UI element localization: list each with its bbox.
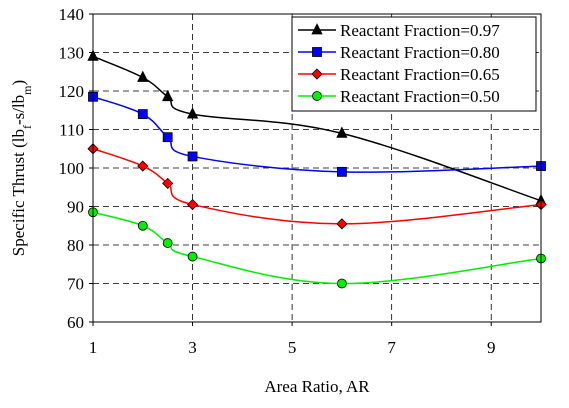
- data-point: [162, 238, 173, 248]
- legend-marker: [312, 91, 322, 101]
- x-tick-label: 9: [487, 338, 496, 357]
- data-point: [336, 278, 347, 289]
- data-point: [187, 251, 198, 262]
- y-tick-label: 120: [59, 82, 85, 101]
- legend-label: Reactant Fraction=0.97: [340, 21, 500, 40]
- data-point: [137, 109, 148, 119]
- y-tick-label: 140: [59, 5, 85, 24]
- y-tick-label: 90: [67, 198, 84, 217]
- data-point: [137, 70, 149, 82]
- legend-label: Reactant Fraction=0.80: [340, 43, 500, 62]
- plot-series: [87, 49, 547, 289]
- x-tick-label: 3: [188, 338, 197, 357]
- data-point: [186, 199, 199, 211]
- y-tick-label: 80: [67, 236, 84, 255]
- data-point: [162, 89, 174, 102]
- y-axis-title: Specific Thrust (lbf-s/lbm): [9, 80, 34, 256]
- y-tick-label: 110: [59, 121, 84, 140]
- series-line: [92, 148, 542, 225]
- legend-label: Reactant Fraction=0.50: [340, 87, 500, 106]
- legend-item: Reactant Fraction=0.50: [298, 87, 500, 106]
- data-point: [336, 166, 347, 177]
- axis-ticks: 60 70 80 90 100 110 120 130 140 1 3 5 7 9: [59, 5, 496, 357]
- legend-marker: [311, 68, 323, 80]
- data-point: [336, 126, 348, 138]
- legend-marker: [312, 47, 322, 57]
- x-tick-label: 7: [387, 338, 396, 357]
- series-triangle: [87, 49, 547, 206]
- legend-marker: [311, 23, 323, 35]
- x-axis-title: Area Ratio, AR: [264, 377, 370, 396]
- x-tick-label: 5: [288, 338, 297, 357]
- legend-label: Reactant Fraction=0.65: [340, 65, 500, 84]
- legend-item: Reactant Fraction=0.97: [298, 21, 500, 40]
- legend-item: Reactant Fraction=0.80: [298, 43, 500, 62]
- y-tick-label: 60: [67, 313, 84, 332]
- data-point: [186, 107, 199, 119]
- series-diamond: [87, 143, 547, 230]
- legend: Reactant Fraction=0.97 Reactant Fraction=…: [291, 16, 537, 112]
- legend-item: Reactant Fraction=0.65: [298, 65, 500, 84]
- y-tick-label: 70: [67, 275, 84, 294]
- data-point: [137, 160, 149, 172]
- data-point: [336, 218, 348, 230]
- data-point: [137, 220, 148, 231]
- y-tick-label: 100: [59, 159, 85, 178]
- data-point: [162, 132, 173, 143]
- series-circle: [88, 207, 546, 289]
- y-tick-label: 130: [59, 44, 85, 63]
- data-point: [187, 151, 198, 162]
- data-point: [162, 177, 174, 189]
- x-tick-label: 1: [89, 338, 98, 357]
